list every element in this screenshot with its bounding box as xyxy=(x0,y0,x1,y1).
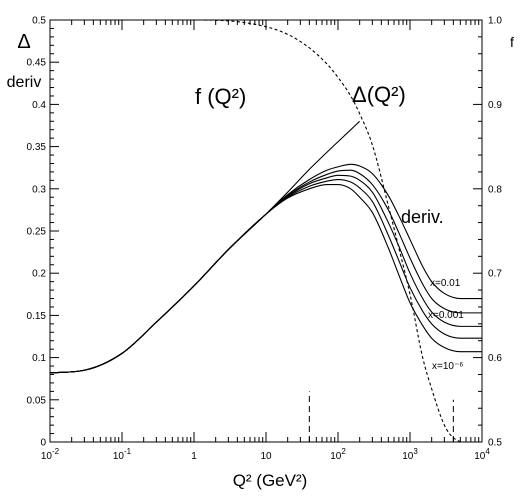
annotation-deriv: deriv. xyxy=(401,207,444,227)
x-axis-label: Q² (GeV²) xyxy=(233,471,308,490)
right-tick-label: 0.8 xyxy=(488,184,502,195)
y-axis-label-delta: Δ xyxy=(17,31,30,53)
left-tick-label: 0.1 xyxy=(32,353,46,364)
right-tick-label: 0.7 xyxy=(488,269,502,280)
series-group xyxy=(49,19,482,443)
x-tick-label: 10-1 xyxy=(113,447,132,462)
x-tick-label: 10 xyxy=(260,451,272,462)
right-tick-label: 0.6 xyxy=(488,353,502,364)
annotation-delta-q2: Δ(Q²) xyxy=(352,82,406,107)
x-tick-label: 103 xyxy=(402,447,418,462)
vertical-markers xyxy=(308,391,454,442)
right-tick-label: 1.0 xyxy=(488,16,502,27)
series-line-0 xyxy=(49,19,482,443)
y-axis-label-deriv: deriv xyxy=(7,74,42,91)
x-tick-label: 10-2 xyxy=(41,447,60,462)
left-tick-label: 0.3 xyxy=(32,184,46,195)
series-line-6 xyxy=(49,184,482,374)
left-tick-label: 0.35 xyxy=(27,142,47,153)
left-tick-label: 0 xyxy=(40,438,46,449)
plot-axes: 0 0.05 0.1 0.15 0.2 0.25 0.3 0.35 0.4 0.45 0.5 0.5 0… xyxy=(27,16,503,463)
x-tick-label: 102 xyxy=(330,447,346,462)
series-line-1 xyxy=(49,120,361,374)
left-tick-label: 0.5 xyxy=(32,16,46,27)
left-tick-label: 0.25 xyxy=(27,227,47,238)
annotation-x-0.01: x=0.01 xyxy=(430,278,461,289)
right-axis-label-f: f xyxy=(510,34,514,50)
annotation-x-0.001: x=0.001 xyxy=(428,310,464,321)
plot-frame xyxy=(49,19,483,443)
labels-group: Δ deriv f f (Q²) Δ(Q²) deriv. x=0.01 x=0… xyxy=(7,31,514,490)
left-tick-label: 0.4 xyxy=(32,100,46,111)
annotation-f-q2: f (Q²) xyxy=(195,84,246,109)
x-tick-label: 1 xyxy=(191,451,197,462)
left-tick-label: 0.05 xyxy=(27,395,47,406)
x-tick-label: 104 xyxy=(474,447,490,462)
series-line-3 xyxy=(49,169,482,374)
series-line-2 xyxy=(49,163,482,374)
left-tick-label: 0.2 xyxy=(32,269,46,280)
left-tick-label: 0.45 xyxy=(27,58,47,69)
right-tick-label: 0.5 xyxy=(488,438,502,449)
annotation-x-1e-6: x=10⁻⁶ xyxy=(432,361,463,372)
right-tick-label: 0.9 xyxy=(488,100,502,111)
left-tick-label: 0.15 xyxy=(27,311,47,322)
